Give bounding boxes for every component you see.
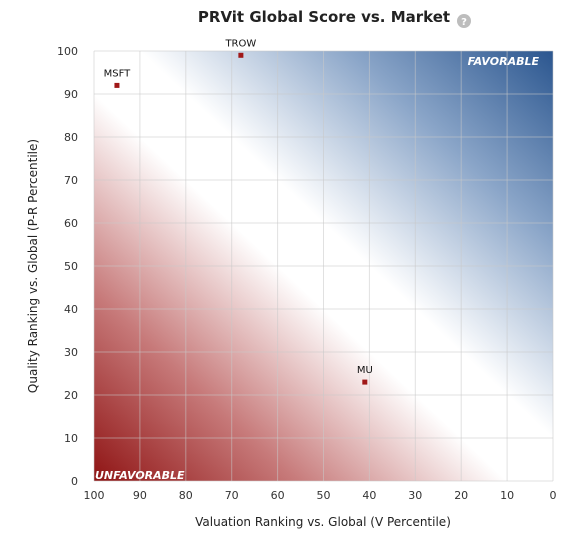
help-button[interactable]: ? bbox=[457, 14, 471, 28]
x-tick-label: 40 bbox=[362, 489, 376, 502]
y-tick-label: 80 bbox=[64, 131, 78, 144]
y-tick-label: 10 bbox=[64, 432, 78, 445]
x-tick-label: 80 bbox=[179, 489, 193, 502]
data-point-marker[interactable] bbox=[238, 52, 244, 58]
x-axis-ticks: 100 90 80 70 60 50 40 30 20 10 0 bbox=[84, 489, 557, 502]
data-point-marker[interactable] bbox=[114, 82, 120, 88]
y-tick-label: 90 bbox=[64, 88, 78, 101]
y-tick-label: 0 bbox=[71, 475, 78, 488]
x-tick-label: 30 bbox=[408, 489, 422, 502]
y-tick-label: 40 bbox=[64, 303, 78, 316]
chart-title: PRVit Global Score vs. Market bbox=[198, 8, 450, 26]
y-tick-label: 20 bbox=[64, 389, 78, 402]
y-tick-label: 100 bbox=[57, 45, 78, 58]
data-point-label: MSFT bbox=[104, 68, 132, 79]
x-tick-label: 60 bbox=[271, 489, 285, 502]
data-points: MSFT TROW MU bbox=[104, 38, 373, 385]
x-tick-label: 100 bbox=[84, 489, 105, 502]
data-point-marker[interactable] bbox=[362, 379, 368, 385]
x-tick-label: 20 bbox=[454, 489, 468, 502]
grid-lines bbox=[93, 50, 554, 482]
y-tick-label: 70 bbox=[64, 174, 78, 187]
y-tick-label: 30 bbox=[64, 346, 78, 359]
y-axis-label: Quality Ranking vs. Global (P-R Percenti… bbox=[26, 139, 40, 393]
x-axis-label: Valuation Ranking vs. Global (V Percenti… bbox=[195, 515, 451, 529]
x-tick-label: 70 bbox=[225, 489, 239, 502]
y-tick-label: 60 bbox=[64, 217, 78, 230]
y-tick-label: 50 bbox=[64, 260, 78, 273]
x-tick-label: 90 bbox=[133, 489, 147, 502]
help-circle-bg[interactable] bbox=[457, 14, 471, 28]
favorable-label: FAVORABLE bbox=[468, 55, 540, 68]
unfavorable-label: UNFAVORABLE bbox=[95, 469, 185, 482]
x-tick-label: 50 bbox=[317, 489, 331, 502]
y-axis-ticks: 0 10 20 30 40 50 60 70 80 90 100 bbox=[57, 45, 78, 488]
question-mark-icon[interactable]: ? bbox=[461, 17, 467, 28]
data-point-label: TROW bbox=[224, 38, 256, 49]
data-point-label: MU bbox=[357, 365, 373, 376]
x-tick-label: 0 bbox=[550, 489, 557, 502]
x-tick-label: 10 bbox=[500, 489, 514, 502]
